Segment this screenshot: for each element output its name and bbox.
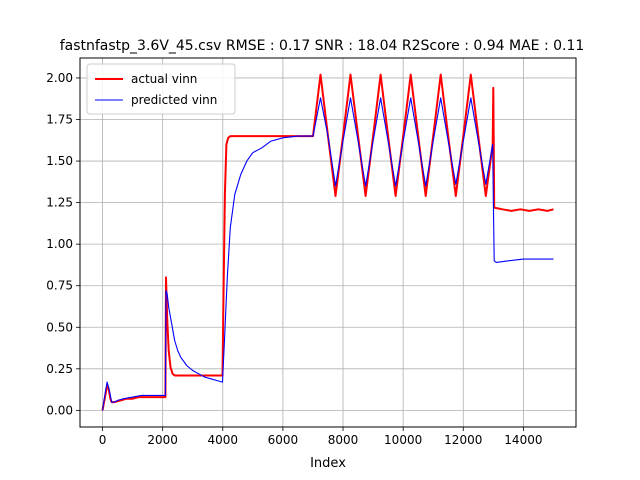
legend-box [86, 63, 236, 115]
x-axis-label: Index [310, 456, 346, 471]
plot-frame [79, 57, 577, 428]
y-tick-label: 0.25 [46, 362, 73, 376]
x-tick-label: 0 [99, 433, 107, 447]
grid [80, 58, 576, 427]
legend-label: actual vinn [131, 72, 197, 86]
x-tick-label: 8000 [328, 433, 359, 447]
x-axis-ticks: 0 2000 4000 6000 8000 10000 12000 14000 [99, 427, 542, 447]
y-tick-label: 2.00 [46, 71, 73, 85]
y-tick-label: 0.00 [46, 403, 73, 417]
y-tick-label: 0.50 [46, 320, 73, 334]
y-tick-label: 1.75 [46, 113, 73, 127]
chart-title: fastnfastp_3.6V_45.csv RMSE : 0.17 SNR :… [60, 38, 585, 54]
x-tick-label: 12000 [444, 433, 482, 447]
legend: actual vinn predicted vinn [86, 63, 236, 115]
x-tick-label: 10000 [384, 433, 422, 447]
series-line-actual-vinn [101, 73, 554, 411]
legend-label: predicted vinn [131, 93, 217, 107]
x-tick-label: 2000 [147, 433, 178, 447]
x-tick-label: 4000 [208, 433, 239, 447]
y-tick-label: 1.25 [46, 196, 73, 210]
series-layer [101, 73, 554, 411]
y-tick-label: 1.50 [46, 154, 73, 168]
y-axis-ticks: 0.00 0.25 0.50 0.75 1.00 1.25 1.50 1.75 2.00 [46, 71, 80, 417]
y-tick-label: 0.75 [46, 279, 73, 293]
x-tick-label: 6000 [268, 433, 299, 447]
y-tick-label: 1.00 [46, 237, 73, 251]
x-tick-label: 14000 [504, 433, 542, 447]
series-line-predicted-vinn [101, 97, 554, 411]
